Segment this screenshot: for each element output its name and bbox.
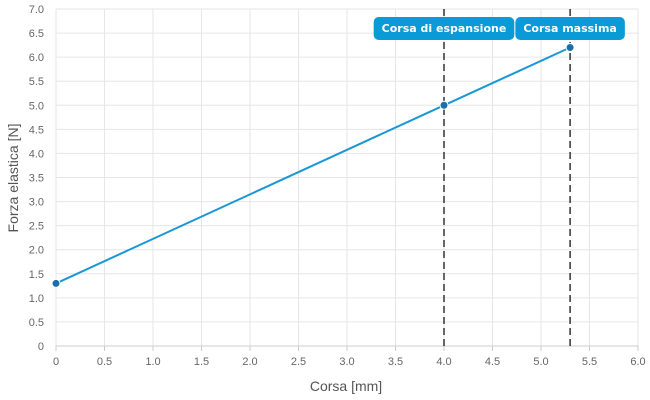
x-tick-label: 5.5 bbox=[582, 356, 597, 368]
y-tick-label: 0 bbox=[38, 341, 44, 353]
y-tick-label: 1.5 bbox=[29, 269, 44, 281]
y-tick-label: 1.0 bbox=[29, 293, 44, 305]
y-tick-label: 6.0 bbox=[29, 52, 44, 64]
x-tick-label: 5.0 bbox=[533, 356, 548, 368]
y-tick-label: 0.5 bbox=[29, 317, 44, 329]
x-tick-label: 2.5 bbox=[291, 356, 306, 368]
y-tick-label: 6.5 bbox=[29, 28, 44, 40]
y-tick-label: 5.5 bbox=[29, 76, 44, 88]
y-tick-label: 7.0 bbox=[29, 4, 44, 16]
x-tick-label: 2.0 bbox=[242, 356, 257, 368]
y-tick-label: 2.0 bbox=[29, 245, 44, 257]
x-axis-title: Corsa [mm] bbox=[310, 378, 382, 394]
y-tick-label: 4.5 bbox=[29, 124, 44, 136]
y-tick-label: 3.0 bbox=[29, 197, 44, 209]
marker-label-box bbox=[515, 17, 625, 40]
marker-label-box bbox=[373, 17, 515, 40]
y-axis-title: Forza elastica [N] bbox=[5, 124, 21, 233]
marker-labels: Corsa di espansione Corsa massima bbox=[373, 17, 625, 40]
axes: 0 0.5 1.0 1.5 2.0 2.5 3.0 3.5 4.0 4.5 5.0 5.5 6.0 0 0.… bbox=[29, 4, 646, 368]
data-point bbox=[51, 278, 61, 288]
y-tick-label: 3.5 bbox=[29, 173, 44, 185]
x-tick-label: 1.5 bbox=[194, 356, 209, 368]
x-tick-label: 1.0 bbox=[145, 356, 160, 368]
data-point bbox=[565, 43, 575, 53]
x-tick-label: 3.0 bbox=[339, 356, 354, 368]
y-tick-label: 5.0 bbox=[29, 100, 44, 112]
data-point bbox=[439, 100, 449, 110]
series bbox=[51, 43, 575, 288]
marker-callout: Corsa massima bbox=[515, 17, 625, 40]
x-tick-label: 4.5 bbox=[485, 356, 500, 368]
vertical-markers bbox=[443, 9, 571, 346]
marker-label-text: Corsa di espansione bbox=[382, 22, 507, 35]
x-tick-label: 3.5 bbox=[388, 356, 403, 368]
marker-callout: Corsa di espansione bbox=[373, 17, 515, 40]
x-tick-label: 0 bbox=[53, 356, 59, 368]
y-tick-label: 2.5 bbox=[29, 221, 44, 233]
x-tick-label: 4.0 bbox=[436, 356, 451, 368]
marker-label-text: Corsa massima bbox=[523, 22, 617, 35]
x-tick-label: 6.0 bbox=[630, 356, 645, 368]
x-tick-label: 0.5 bbox=[97, 356, 112, 368]
y-tick-label: 4.0 bbox=[29, 148, 44, 160]
grid bbox=[55, 8, 639, 347]
